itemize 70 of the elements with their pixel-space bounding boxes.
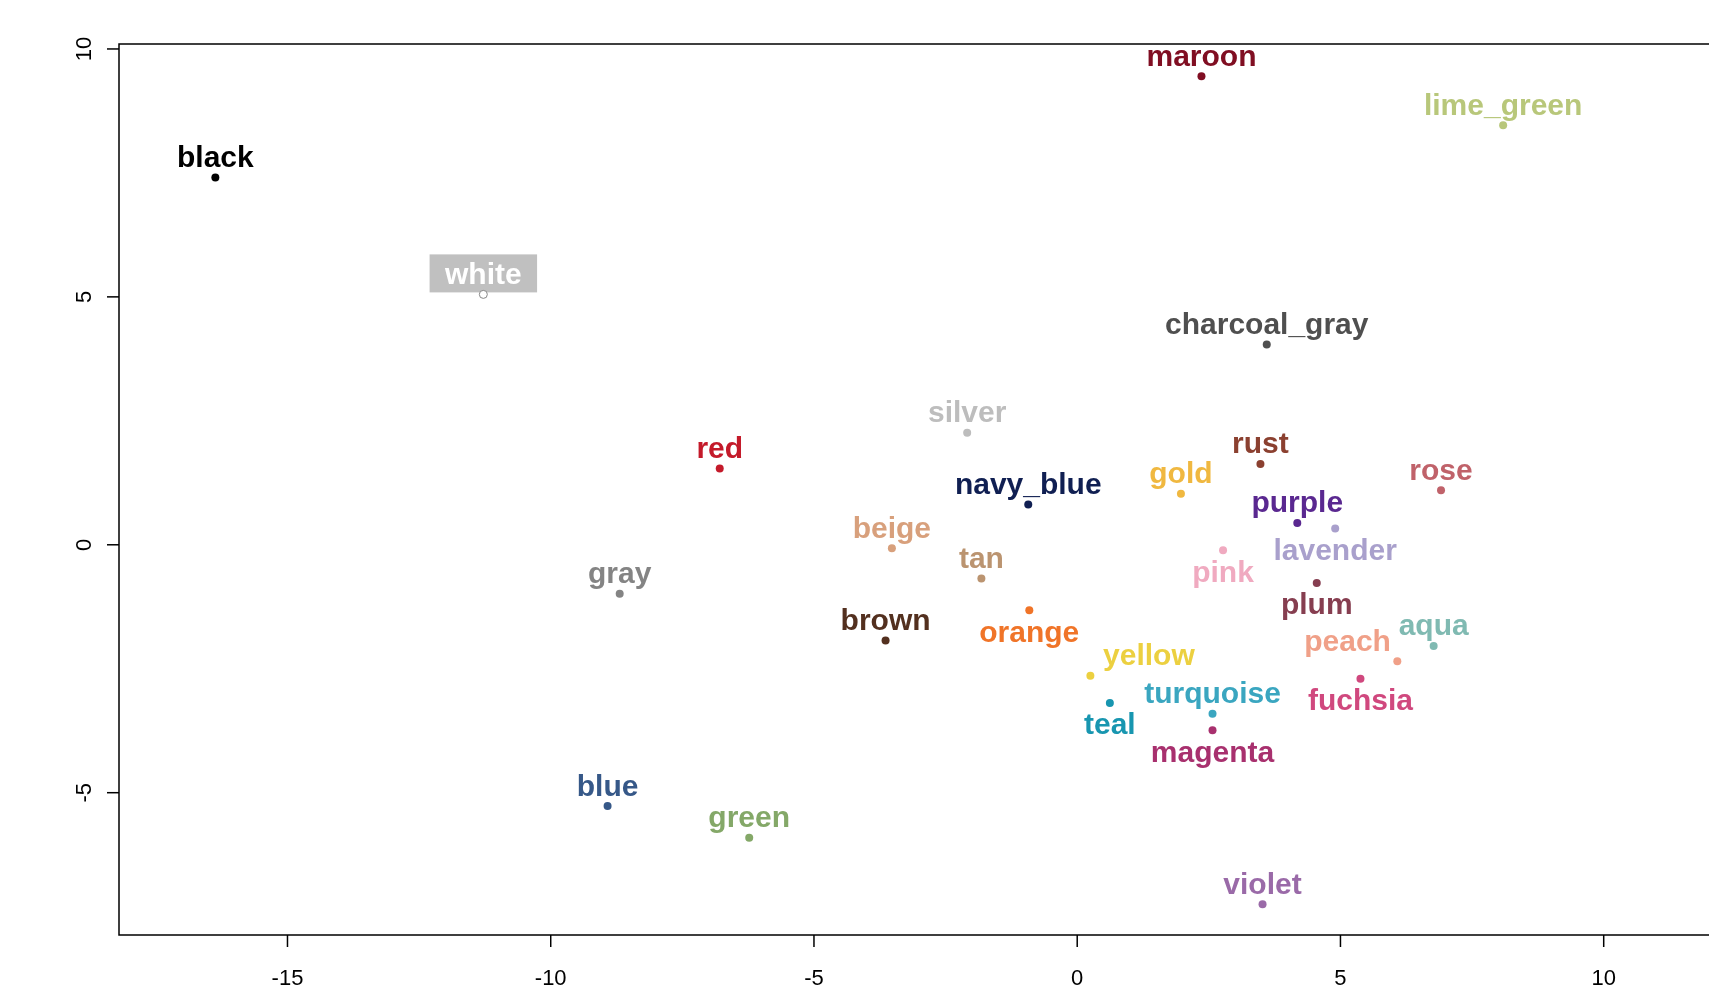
series-label: plum [1280,587,1353,621]
point [603,802,612,811]
series-label: magenta [1150,734,1275,768]
series-label: maroon [1146,38,1257,72]
y-tick-label: 0 [70,538,96,551]
series-label: aqua [1398,608,1469,642]
point [881,636,890,645]
point [745,833,754,842]
point [1176,489,1185,498]
series-label: silver [927,395,1007,429]
point [1331,524,1340,533]
x-tick-label: -5 [804,965,824,990]
series-label: tan [958,541,1004,574]
series-label: charcoal_gray [1165,306,1369,340]
series-label: pink [1192,554,1255,588]
series-label: turquoise [1144,676,1281,710]
point [715,464,724,473]
series-label: green [708,800,791,834]
x-tick-label: -15 [271,965,304,990]
point [1499,121,1508,130]
point [1197,72,1206,81]
x-tick-label: -10 [534,965,567,990]
series-label: beige [852,510,932,544]
series-label: teal [1084,707,1136,741]
series-label: red [696,430,744,464]
series-label: rose [1409,452,1473,486]
series-label: white [444,256,522,290]
series-label: gray [588,556,652,590]
series-label: yellow [1103,638,1196,672]
point [887,544,896,553]
series-label: fuchsia [1307,683,1414,717]
series-label: black [176,139,255,173]
point [1293,518,1302,527]
series-label: navy_blue [954,467,1102,501]
point [1429,641,1438,650]
point [1025,606,1034,615]
y-tick-label: 10 [70,36,96,62]
point [1208,709,1217,718]
x-tick-label: 10 [1591,965,1616,990]
point [1393,657,1402,666]
point [1312,578,1321,587]
point [1256,459,1265,468]
point [963,428,972,437]
x-tick-label: 0 [1071,965,1084,990]
point [211,173,220,182]
point [1258,900,1267,909]
series-label: rust [1232,426,1289,460]
x-tick-label: 5 [1334,965,1347,990]
y-tick-label: -5 [70,782,96,803]
point [1024,500,1033,509]
point [615,589,624,598]
y-tick-label: 5 [70,290,96,303]
series-label: gold [1149,456,1213,490]
series-label: purple [1251,485,1344,519]
series-label: peach [1304,623,1391,657]
point [1262,340,1271,349]
series-label: blue [576,768,639,802]
point [1105,698,1114,707]
point [977,574,986,583]
series-label: lime_green [1423,87,1583,121]
point [1356,674,1365,683]
point [1086,671,1095,680]
point [478,289,488,299]
series-label: lavender [1273,532,1398,566]
point [1219,546,1228,555]
series-label: violet [1223,866,1302,900]
point [1208,726,1217,735]
series-label: brown [840,602,931,636]
point [1437,486,1446,495]
series-label: orange [979,614,1080,648]
